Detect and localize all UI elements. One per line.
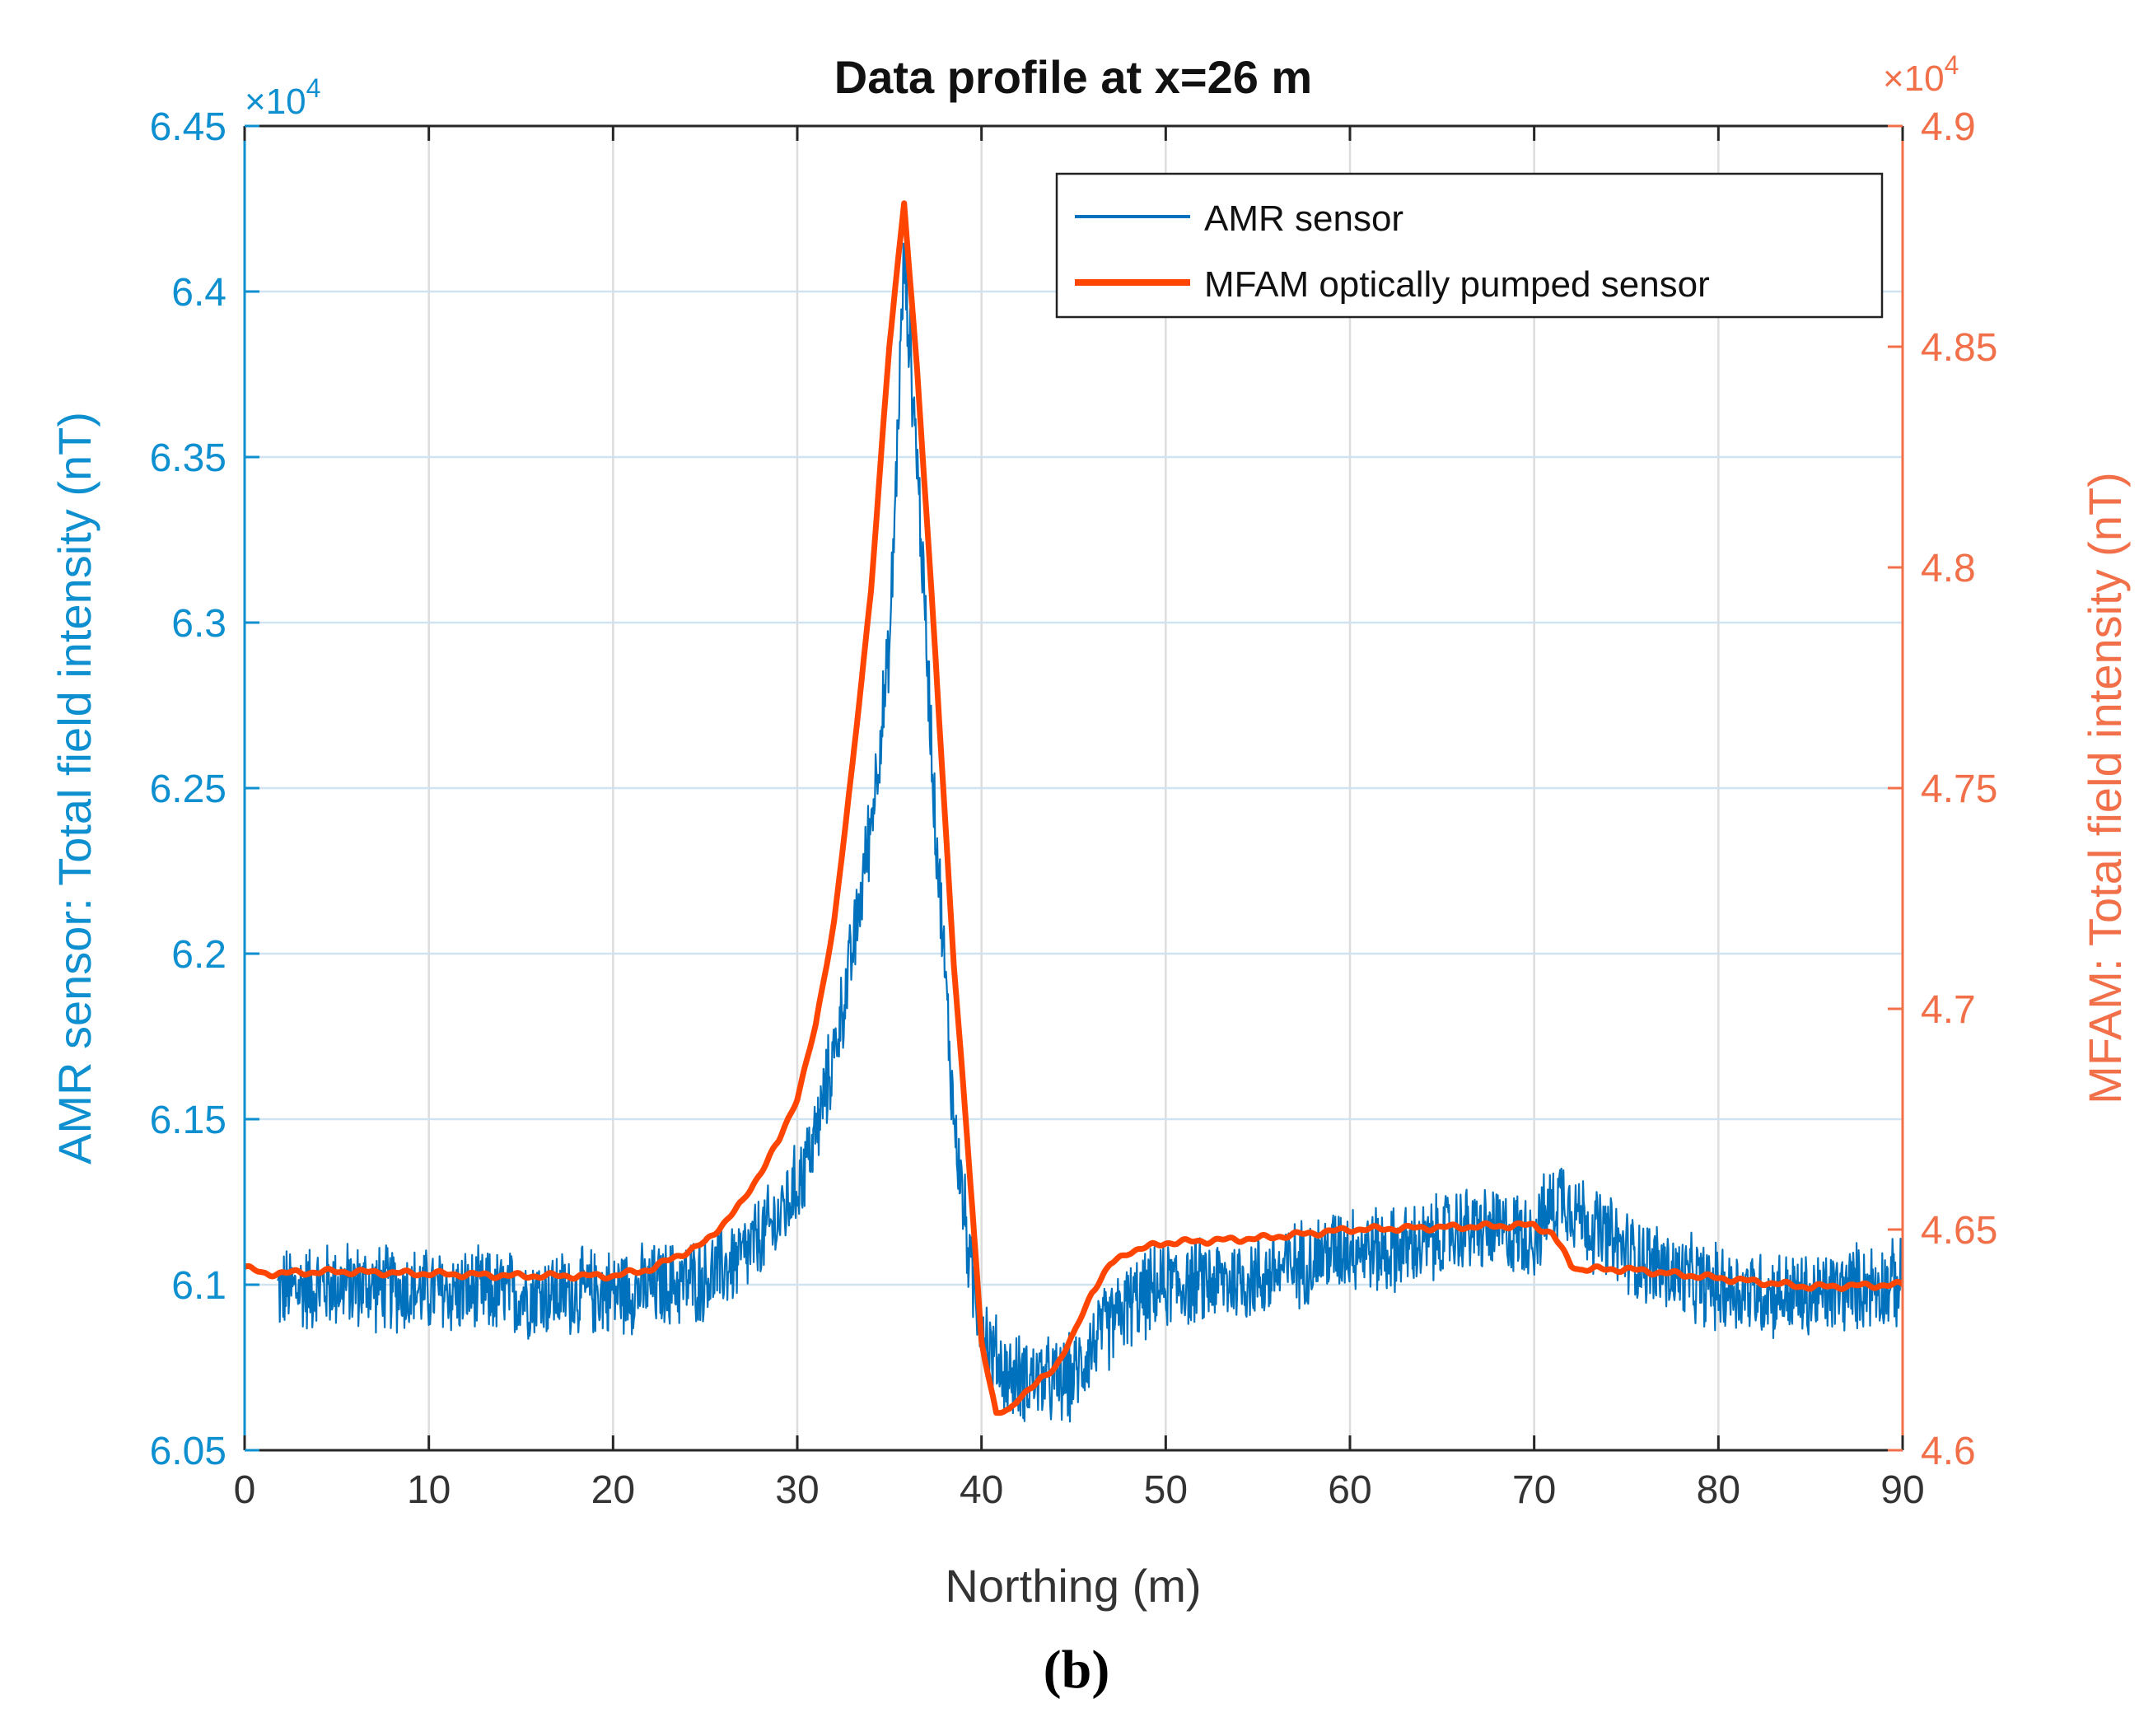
y-right-tick-label: 4.9: [1921, 105, 1976, 149]
legend: AMR sensor MFAM optically pumped sensor: [1057, 174, 1882, 317]
legend-label-amr: AMR sensor: [1204, 198, 1403, 239]
chart-title: Data profile at x=26 m: [834, 51, 1312, 103]
dual-axis-line-chart: 0 10 20 30 40 50 60 70 80 90 6.05 6.1 6.15 6.2 6.25 6.3…: [0, 0, 2153, 1736]
right-axis-exponent: ×104: [1883, 50, 1959, 99]
y-left-tick-label: 6.45: [150, 105, 227, 149]
y-right-tick-label: 4.75: [1921, 768, 1997, 811]
x-tick-label: 50: [1144, 1468, 1188, 1512]
y-right-tick-label: 4.7: [1921, 988, 1976, 1032]
x-tick-label: 10: [407, 1468, 451, 1512]
y-left-tick-label: 6.25: [150, 768, 227, 811]
y-left-tick-label: 6.4: [171, 271, 227, 315]
legend-label-mfam: MFAM optically pumped sensor: [1204, 264, 1710, 305]
y-left-tick-label: 6.05: [150, 1430, 227, 1473]
y-right-tick-label: 4.6: [1921, 1430, 1976, 1473]
y-left-tick-label: 6.1: [171, 1264, 227, 1308]
left-exponent-power: 4: [306, 73, 321, 103]
y-left-tick-label: 6.35: [150, 436, 227, 480]
y-left-tick-label: 6.2: [171, 933, 227, 977]
x-tick-label: 20: [591, 1468, 635, 1512]
y-axis-label-left: AMR sensor: Total field intensity (nT): [49, 412, 100, 1164]
y-axis-label-right: MFAM: Total field intensity (nT): [2079, 472, 2131, 1104]
right-exponent-base: ×10: [1883, 58, 1945, 99]
x-axis-label: Northing (m): [945, 1560, 1201, 1612]
y-left-tick-label: 6.3: [171, 602, 227, 646]
x-tick-label: 70: [1512, 1468, 1556, 1512]
x-tick-label: 30: [775, 1468, 819, 1512]
x-tick-label: 80: [1697, 1468, 1740, 1512]
x-tick-label: 0: [234, 1468, 256, 1512]
left-exponent-base: ×10: [245, 82, 306, 122]
x-tick-label: 90: [1880, 1468, 1924, 1512]
x-tick-label: 40: [960, 1468, 1003, 1512]
x-tick-label: 60: [1328, 1468, 1371, 1512]
y-left-tick-label: 6.15: [150, 1099, 227, 1142]
y-right-tick-label: 4.65: [1921, 1209, 1997, 1253]
left-axis-exponent: ×104: [245, 73, 320, 122]
right-exponent-power: 4: [1945, 50, 1959, 80]
y-right-tick-label: 4.8: [1921, 547, 1976, 590]
figure-caption: (b): [0, 1639, 2153, 1701]
y-right-tick-label: 4.85: [1921, 326, 1997, 370]
